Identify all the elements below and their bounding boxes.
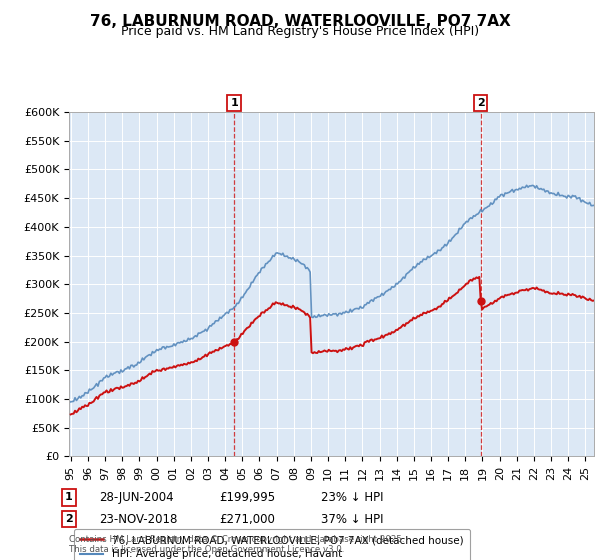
Text: 76, LABURNUM ROAD, WATERLOOVILLE, PO7 7AX: 76, LABURNUM ROAD, WATERLOOVILLE, PO7 7A… <box>89 14 511 29</box>
Text: £271,000: £271,000 <box>219 512 275 526</box>
Text: 2: 2 <box>477 98 485 108</box>
Text: 1: 1 <box>65 492 73 502</box>
Text: Price paid vs. HM Land Registry's House Price Index (HPI): Price paid vs. HM Land Registry's House … <box>121 25 479 38</box>
Text: Contains HM Land Registry data © Crown copyright and database right 2025.
This d: Contains HM Land Registry data © Crown c… <box>69 535 404 554</box>
Text: 2: 2 <box>65 514 73 524</box>
Text: 1: 1 <box>230 98 238 108</box>
Text: 37% ↓ HPI: 37% ↓ HPI <box>321 512 383 526</box>
Text: 23% ↓ HPI: 23% ↓ HPI <box>321 491 383 504</box>
Text: 23-NOV-2018: 23-NOV-2018 <box>99 512 178 526</box>
Text: £199,995: £199,995 <box>219 491 275 504</box>
Legend: 76, LABURNUM ROAD, WATERLOOVILLE, PO7 7AX (detached house), HPI: Average price, : 76, LABURNUM ROAD, WATERLOOVILLE, PO7 7A… <box>74 529 470 560</box>
Text: 28-JUN-2004: 28-JUN-2004 <box>99 491 173 504</box>
